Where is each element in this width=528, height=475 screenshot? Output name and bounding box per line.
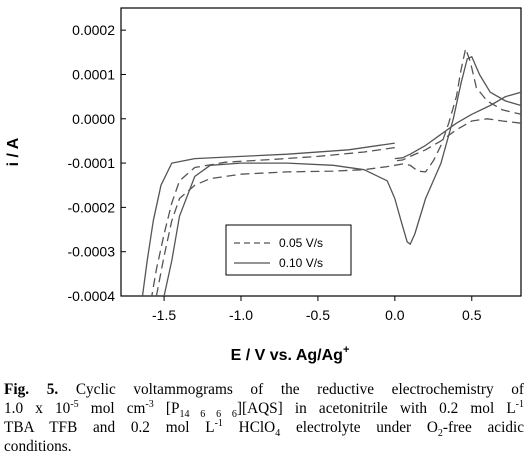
figure-caption: Fig. 5. Cyclic voltammograms of the redu… [4,380,524,456]
caption-label: Fig. 5. [4,381,59,398]
y-tick-label: -0.0004 [68,288,116,304]
x-tick-label: -1.0 [229,307,253,323]
x-tick-label: 0.5 [462,307,482,323]
caption-text: 2 [437,428,443,440]
legend-label-0.10: 0.10 V/s [279,256,323,270]
caption-text: Cyclic voltammograms of the reductive el… [58,381,524,398]
series-line-0-10-V-s [141,56,522,297]
caption-text: TBA TFB and 0.2 mol L [4,419,215,436]
y-tick-label: 0.0000 [72,111,115,127]
caption-text: [P [153,400,180,417]
y-tick-label: -0.0001 [68,155,116,171]
y-axis-title: i / A [5,137,22,166]
caption-text: -5 [70,398,79,410]
caption-text: conditions. [4,438,72,455]
x-tick-label: 0.0 [385,307,405,323]
y-tick-label: 0.0001 [72,66,115,82]
legend-box [225,224,352,276]
y-tick-label: 0.0002 [72,22,115,38]
x-tick-label: -1.5 [152,307,176,323]
caption-line: 1.0 x 10-5 mol cm-3 [P14 6 6 6][AQS] in … [4,398,525,421]
caption-text: 14 6 6 6 [179,409,237,421]
caption-line: Fig. 5. Cyclic voltammograms of the redu… [4,380,524,399]
caption-line: TBA TFB and 0.2 mol L-1 HClO4 electrolyt… [4,417,525,440]
plot-frame [120,7,522,297]
caption-text: mol cm [78,400,146,417]
x-axis-title-superscript: + [343,344,349,356]
y-tick-label: -0.0003 [68,244,116,260]
cyclic-voltammogram-chart: -0.0004 -0.0003 -0.0002 -0.0001 0.0000 0.0001… [5,7,522,364]
caption-text: -free acidic [442,419,525,436]
x-axis-title: E / V vs. Ag/Ag+ [231,344,350,364]
caption-text: HClO [222,419,276,436]
caption-line: conditions. [4,437,524,456]
x-axis-title-text: E / V vs. Ag/Ag [231,347,343,364]
y-axis-ticks: -0.0004 -0.0003 -0.0002 -0.0001 0.0000 0.0001… [68,22,126,304]
caption-text: 1.0 x 10 [4,400,71,417]
caption-text: ][AQS] in acetonitrile with 0.2 mol L [236,400,516,417]
legend: 0.05 V/s 0.10 V/s [225,224,352,276]
x-axis-ticks: -1.5 -1.0 -0.5 0.0 0.5 [152,296,482,323]
legend-label-0.05: 0.05 V/s [279,236,323,250]
series-layer [141,48,522,297]
caption-text: -3 [145,398,154,410]
caption-text: -1 [515,398,525,410]
caption-text: -1 [214,417,223,429]
y-tick-label: -0.0002 [68,199,116,215]
caption-text: electrolyte under O [280,419,438,436]
caption-text: 4 [275,428,281,440]
x-tick-label: -0.5 [306,307,330,323]
